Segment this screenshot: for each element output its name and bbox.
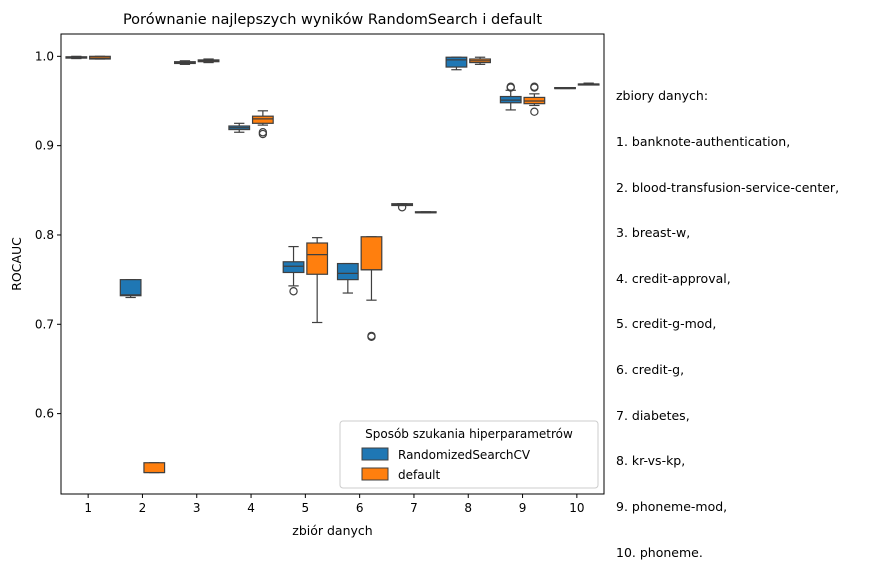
chart-title: Porównanie najlepszych wyników RandomSea… bbox=[123, 12, 542, 28]
outlier-point bbox=[367, 331, 376, 341]
dataset-note-item: 3. breast-w, bbox=[616, 225, 691, 241]
box bbox=[336, 262, 359, 281]
box-group bbox=[65, 55, 88, 60]
legend: Sposób szukania hiperparametrów Randomize… bbox=[339, 420, 599, 489]
legend-title: Sposób szukania hiperparametrów bbox=[365, 427, 573, 441]
dataset-note-item: 8. kr-vs-kp, bbox=[616, 453, 686, 469]
x-tick-label: 8 bbox=[464, 501, 472, 515]
box-group bbox=[251, 110, 274, 139]
box-group bbox=[414, 211, 437, 214]
box bbox=[119, 279, 142, 297]
box-group bbox=[469, 56, 491, 65]
box-group bbox=[445, 56, 468, 71]
box-group bbox=[174, 60, 196, 65]
legend-entry-label: default bbox=[398, 468, 441, 482]
box-group bbox=[391, 203, 414, 212]
box-group bbox=[523, 82, 546, 116]
box bbox=[360, 236, 383, 271]
box bbox=[306, 242, 329, 275]
y-tick-label: 0.6 bbox=[35, 407, 54, 421]
dataset-note-title: zbiory danych: bbox=[616, 88, 709, 104]
legend-entry-label: RandomizedSearchCV bbox=[398, 448, 531, 462]
dataset-note-item: 10. phoneme. bbox=[616, 544, 703, 560]
y-tick-label: 0.8 bbox=[35, 228, 54, 242]
box bbox=[251, 115, 274, 124]
box-group bbox=[554, 86, 576, 90]
box-group bbox=[336, 262, 359, 294]
x-tick-label: 3 bbox=[193, 501, 201, 515]
box bbox=[445, 56, 468, 68]
outlier-point bbox=[258, 128, 268, 137]
outlier-point bbox=[289, 287, 298, 296]
x-tick-label: 2 bbox=[139, 501, 147, 515]
box-group bbox=[89, 55, 111, 60]
boxplot-chart: Porównanie najlepszych wyników RandomSea… bbox=[9, 12, 605, 538]
y-axis-label: ROCAUC bbox=[9, 237, 24, 291]
dataset-note-item: 9. phoneme-mod, bbox=[616, 498, 728, 514]
box-group bbox=[197, 58, 220, 64]
dataset-note-item: 7. diabetes, bbox=[616, 407, 690, 423]
box-group bbox=[360, 236, 383, 341]
x-tick-label: 9 bbox=[519, 501, 527, 515]
legend-swatch bbox=[361, 467, 389, 481]
x-tick-label: 1 bbox=[84, 501, 92, 515]
x-axis-label: zbiór danych bbox=[292, 523, 372, 538]
dataset-note-item: 6. credit-g, bbox=[616, 362, 685, 378]
x-tick-label: 7 bbox=[410, 501, 418, 515]
box-group bbox=[228, 122, 251, 133]
box-group bbox=[282, 245, 305, 296]
box bbox=[282, 261, 305, 274]
outlier-point bbox=[397, 203, 407, 212]
dataset-note-item: 4. credit-approval, bbox=[616, 270, 731, 286]
box-group bbox=[306, 237, 329, 324]
dataset-note-item: 2. blood-transfusion-service-center, bbox=[616, 179, 840, 195]
y-tick-label: 1.0 bbox=[35, 49, 54, 63]
outlier-point bbox=[530, 107, 539, 116]
plot-frame bbox=[60, 33, 605, 495]
box-group bbox=[499, 82, 522, 111]
x-tick-label: 4 bbox=[247, 501, 255, 515]
outlier-point bbox=[530, 82, 539, 91]
y-tick-label: 0.9 bbox=[35, 139, 54, 153]
x-tick-label: 5 bbox=[302, 501, 310, 515]
dataset-note-item: 5. credit-g-mod, bbox=[616, 316, 717, 332]
dataset-note-item: 1. banknote-authentication, bbox=[616, 134, 791, 150]
x-tick-label: 6 bbox=[356, 501, 364, 515]
outlier-point bbox=[506, 82, 515, 91]
y-tick-label: 0.7 bbox=[35, 317, 54, 331]
legend-box bbox=[339, 420, 599, 489]
x-tick-label: 10 bbox=[569, 501, 584, 515]
legend-swatch bbox=[361, 447, 389, 461]
box bbox=[143, 462, 166, 474]
box-group bbox=[143, 462, 166, 474]
box-group bbox=[119, 279, 142, 299]
dataset-legend-note: zbiory danych: 1. banknote-authenticatio… bbox=[616, 58, 839, 575]
box-group bbox=[577, 82, 600, 86]
